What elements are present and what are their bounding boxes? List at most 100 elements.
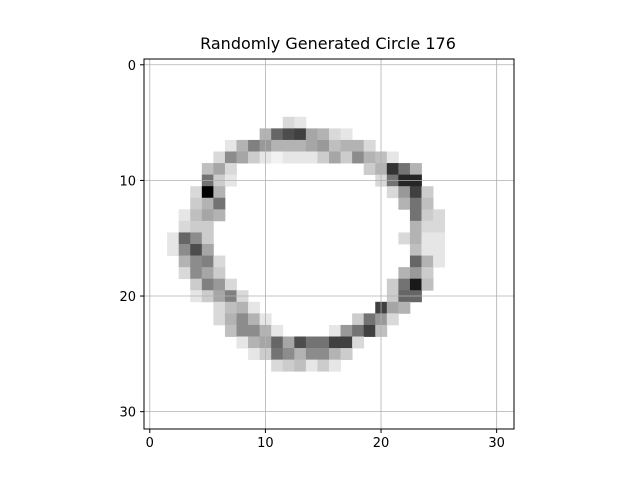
heatmap-cell [224,324,237,337]
heatmap-cell [386,151,399,164]
heatmap-cell [282,359,295,372]
heatmap-cell [248,313,261,326]
chart-title: Randomly Generated Circle 176 [200,34,456,53]
x-tick-label: 0 [146,436,154,451]
heatmap-cell [248,151,261,164]
heatmap-cell [167,232,180,245]
y-tick-label: 10 [119,174,136,189]
heatmap-cell [213,278,226,291]
heatmap-cell [282,116,295,129]
heatmap-cell [398,232,411,245]
heatmap-cell [294,139,307,152]
heatmap-cell [236,301,249,314]
heatmap-cell [317,151,330,164]
heatmap-cell [213,151,226,164]
heatmap-cell [201,186,214,199]
heatmap-cell [386,163,399,176]
heatmap-cell [421,232,434,245]
heatmap-cell [409,255,422,268]
heatmap-cell [363,324,376,337]
heatmap-cell [398,278,411,291]
heatmap-cell [282,348,295,361]
heatmap-cell [271,139,284,152]
heatmap-cell [294,348,307,361]
heatmap-cell [433,232,446,245]
heatmap-cell [386,301,399,314]
heatmap-cell [190,267,203,280]
heatmap-cell [190,232,203,245]
heatmap-cell [178,220,191,233]
heatmap-cell [167,244,180,256]
heatmap-cell [248,139,261,152]
heatmap-cell [340,128,353,141]
heatmap-cell [305,336,318,349]
heatmap-cell [190,278,203,291]
heatmap-cell [213,255,226,268]
heatmap-cell [329,359,341,372]
heatmap-cell [409,232,422,245]
heatmap-cell [409,220,422,233]
heatmap-cell [398,163,411,176]
heatmap-cell [201,244,214,256]
heatmap-cell [178,232,191,245]
axis-ticks: 0 10 20 30 0 10 20 30 [119,59,504,451]
heatmap-cell [421,278,434,291]
x-tick-label: 30 [488,436,505,451]
heatmap-cell [352,139,365,152]
heatmap-cell [386,278,399,291]
heatmap-cell [317,359,330,372]
heatmap-cell [213,163,226,176]
heatmap-cell [213,313,226,326]
heatmap-cell [224,139,237,152]
heatmap-cell [421,186,434,199]
heatmap-cell [305,128,318,141]
heatmap-cell [271,324,284,337]
heatmap-cell [329,324,341,337]
heatmap-cell [213,197,226,210]
heatmap-cell [409,186,422,199]
heatmap-cell [248,301,261,314]
heatmap-cell [201,197,214,210]
heatmap-cell [317,128,330,141]
heatmap-cell [294,336,307,349]
y-tick-label: 20 [119,290,136,305]
heatmap-cell [201,163,214,176]
heatmap-cell [363,139,376,152]
heatmap-cell [340,336,353,349]
heatmap-cell [340,151,353,164]
heatmap-cell [363,313,376,326]
heatmap-cell [190,220,203,233]
heatmap-cell [329,128,341,141]
heatmap-cell [294,359,307,372]
heatmap-cell [340,348,353,361]
heatmap-cell [236,139,249,152]
heatmap-cell [271,348,284,361]
heatmap-cell [236,151,249,164]
heatmap-cell [224,301,237,314]
heatmap-cell [271,359,284,372]
heatmap-cell [421,220,434,233]
heatmap-cell [409,163,422,176]
heatmap-cell [352,151,365,164]
heatmap-cell [340,139,353,152]
heatmap-cell [201,220,214,233]
heatmap-cell [329,151,341,164]
heatmap-cell [224,313,237,326]
heatmap-cell [190,244,203,256]
heatmap-cell [363,163,376,176]
heatmap-cell [433,244,446,256]
heatmap-cell [398,301,411,314]
heatmap-cell [236,324,249,337]
heatmap-cell [282,336,295,349]
heatmap-cell [248,348,261,361]
heatmap-cell [201,278,214,291]
x-tick-label: 10 [257,436,274,451]
heatmap-cell [271,128,284,141]
heatmap-cell [421,255,434,268]
heatmap-cell [398,186,411,199]
heatmap-cell [409,244,422,256]
heatmap-cell [398,267,411,280]
grid-lines [144,59,514,429]
heatmap-cell [305,151,318,164]
heatmap-cell [271,336,284,349]
